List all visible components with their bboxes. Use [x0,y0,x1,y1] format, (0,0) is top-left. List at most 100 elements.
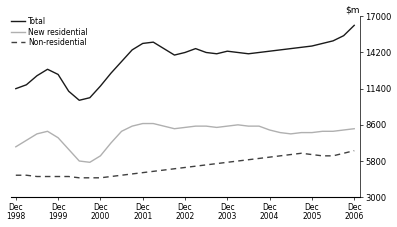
New residential [310,131,314,134]
New residential [130,125,135,128]
New residential [257,125,262,128]
New residential [109,142,114,144]
Text: $m: $m [345,5,360,15]
Non-residential [235,160,240,162]
New residential [214,126,219,129]
Total [172,54,177,57]
Line: Non-residential: Non-residential [16,151,354,178]
Non-residential [13,174,18,177]
Non-residential [193,165,198,168]
Non-residential [278,155,283,157]
New residential [35,133,39,135]
Total [56,73,60,76]
New residential [77,160,82,162]
New residential [204,125,208,128]
Total [13,87,18,90]
Total [214,52,219,55]
Non-residential [352,149,357,152]
New residential [288,133,293,135]
Total [151,41,156,44]
Non-residential [140,171,145,174]
Total [45,68,50,71]
Non-residential [331,155,335,157]
Non-residential [98,176,103,179]
Total [119,60,124,63]
Total [66,90,71,93]
New residential [98,155,103,157]
Non-residential [288,153,293,156]
New residential [193,125,198,128]
New residential [56,136,60,139]
Non-residential [299,152,304,155]
New residential [24,139,29,142]
Total [109,72,114,74]
Total [310,45,314,47]
New residential [341,129,346,131]
Non-residential [56,175,60,178]
New residential [66,148,71,151]
New residential [45,130,50,133]
Non-residential [267,156,272,158]
Non-residential [66,175,71,178]
Total [341,34,346,37]
Total [162,47,166,50]
Total [257,51,262,54]
Non-residential [204,163,208,166]
Total [204,51,208,54]
New residential [352,127,357,130]
New residential [183,126,187,129]
New residential [246,125,251,128]
Total [87,96,92,99]
Total [130,49,135,51]
New residential [87,161,92,164]
Total [278,49,283,51]
Non-residential [24,174,29,177]
New residential [162,125,166,128]
New residential [119,130,124,133]
Non-residential [172,167,177,170]
Total [267,50,272,53]
Non-residential [87,176,92,179]
Non-residential [151,170,156,173]
New residential [13,146,18,148]
Total [225,50,230,53]
Total [140,42,145,45]
Line: Total: Total [16,25,354,100]
Non-residential [214,162,219,165]
Total [35,74,39,77]
Total [24,83,29,86]
Non-residential [320,155,325,157]
Non-residential [45,175,50,178]
Total [246,52,251,55]
Non-residential [341,152,346,155]
Total [235,51,240,54]
Line: New residential: New residential [16,123,354,162]
Total [320,42,325,45]
Legend: Total, New residential, Non-residential: Total, New residential, Non-residential [11,17,88,47]
Non-residential [162,169,166,171]
Non-residential [257,157,262,160]
New residential [299,131,304,134]
New residential [267,129,272,131]
New residential [331,130,335,133]
New residential [278,131,283,134]
Total [352,24,357,27]
Non-residential [109,175,114,178]
New residential [140,122,145,125]
New residential [320,130,325,133]
Non-residential [310,153,314,156]
Non-residential [225,161,230,164]
Total [331,39,335,42]
Total [193,47,198,50]
New residential [225,125,230,128]
Total [77,99,82,102]
Non-residential [35,175,39,178]
Non-residential [246,158,251,161]
Total [98,85,103,87]
Total [183,51,187,54]
Non-residential [183,166,187,169]
Total [288,47,293,50]
New residential [151,122,156,125]
Non-residential [119,174,124,177]
Non-residential [77,176,82,179]
